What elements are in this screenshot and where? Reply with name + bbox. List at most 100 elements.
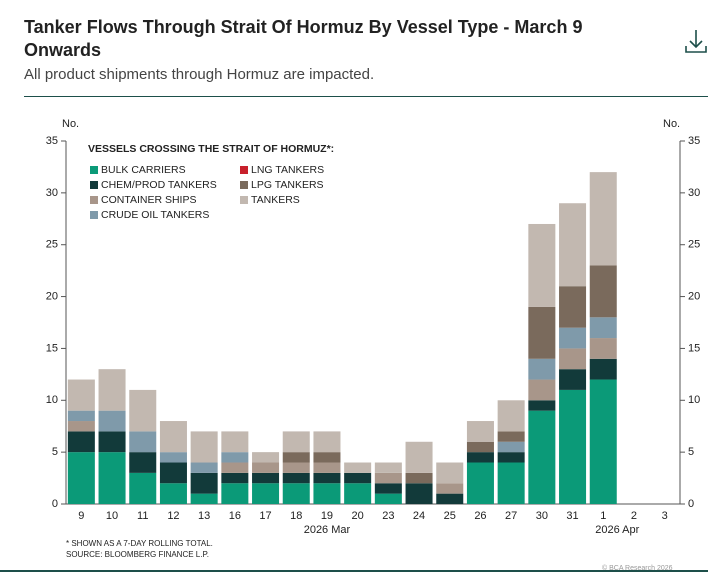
x-tick-label: 16 bbox=[229, 510, 241, 522]
x-tick-label: 1 bbox=[600, 510, 606, 522]
legend-swatch bbox=[240, 181, 248, 189]
bar-segment bbox=[528, 223, 556, 307]
legend-label: CHEM/PROD TANKERS bbox=[101, 179, 217, 191]
legend-swatch bbox=[90, 211, 98, 219]
x-tick-label: 19 bbox=[321, 510, 333, 522]
bar-segment bbox=[497, 400, 525, 432]
source: SOURCE: BLOOMBERG FINANCE L.P. bbox=[66, 550, 209, 559]
bar-segment bbox=[67, 421, 95, 432]
bar-segment bbox=[374, 462, 402, 473]
bar-segment bbox=[129, 389, 157, 432]
bar-segment bbox=[344, 472, 372, 484]
bar-segment bbox=[98, 410, 126, 432]
bar-segment bbox=[497, 462, 525, 504]
y-tick-label: 25 bbox=[46, 239, 58, 251]
bar-segment bbox=[466, 452, 494, 463]
bar-segment bbox=[98, 431, 126, 453]
x-tick-label: 3 bbox=[662, 510, 668, 522]
legend-label: CONTAINER SHIPS bbox=[101, 194, 196, 206]
page-title: Tanker Flows Through Strait Of Hormuz By… bbox=[24, 17, 583, 60]
legend-swatch bbox=[240, 166, 248, 174]
legend-label: LPG TANKERS bbox=[251, 179, 324, 191]
x-tick-label: 11 bbox=[137, 510, 148, 522]
bar-segment bbox=[252, 472, 280, 484]
bar-segment bbox=[282, 462, 310, 473]
bar-segment bbox=[589, 265, 617, 318]
bar-segment bbox=[528, 400, 556, 411]
legend-label: CRUDE OIL TANKERS bbox=[101, 209, 209, 221]
bar-segment bbox=[190, 462, 218, 473]
x-tick-label: 31 bbox=[566, 510, 578, 522]
bar-segment bbox=[436, 493, 464, 504]
y-tick-label: 30 bbox=[46, 187, 58, 199]
bar-segment bbox=[129, 472, 157, 504]
separator bbox=[24, 96, 708, 97]
bar-segment bbox=[559, 348, 587, 370]
bar-segment bbox=[252, 483, 280, 504]
bar-segment bbox=[528, 358, 556, 380]
bar-segment bbox=[313, 452, 341, 463]
credit: © BCA Research 2026 bbox=[602, 564, 673, 572]
bar-segment bbox=[282, 483, 310, 504]
x-group-label: 2026 Mar bbox=[304, 524, 351, 536]
bar-segment bbox=[559, 286, 587, 328]
legend-label: TANKERS bbox=[251, 194, 300, 206]
bar-segment bbox=[589, 317, 617, 339]
bar-segment bbox=[221, 431, 249, 453]
bar-segment bbox=[374, 472, 402, 484]
legend-swatch bbox=[90, 181, 98, 189]
legend-label: LNG TANKERS bbox=[251, 164, 324, 176]
bar-segment bbox=[190, 431, 218, 463]
bar-segment bbox=[589, 358, 617, 380]
bar-segment bbox=[313, 483, 341, 504]
y-tick-label: 15 bbox=[46, 342, 58, 354]
y-tick-label: 0 bbox=[52, 498, 58, 510]
x-tick-label: 2 bbox=[631, 510, 637, 522]
bar-segment bbox=[374, 493, 402, 504]
bar-segment bbox=[466, 421, 494, 442]
y2-tick-label: 25 bbox=[688, 239, 700, 251]
x-tick-label: 23 bbox=[382, 510, 394, 522]
x-tick-label: 10 bbox=[106, 510, 118, 522]
bar-segment bbox=[559, 203, 587, 287]
bar-segment bbox=[497, 431, 525, 442]
x-tick-label: 26 bbox=[474, 510, 486, 522]
bar-segment bbox=[159, 452, 187, 463]
x-group-label: 2026 Apr bbox=[595, 524, 639, 536]
y2-tick-label: 5 bbox=[688, 446, 694, 458]
bar-segment bbox=[559, 327, 587, 349]
y-tick-label: 10 bbox=[46, 394, 58, 406]
x-tick-label: 24 bbox=[413, 510, 425, 522]
bar-segment bbox=[436, 462, 464, 484]
download-icon[interactable] bbox=[685, 30, 707, 53]
y-tick-label: 35 bbox=[46, 135, 58, 147]
page-subtitle: All product shipments through Hormuz are… bbox=[24, 66, 375, 83]
legend-swatch bbox=[90, 196, 98, 204]
bar-segment bbox=[405, 472, 433, 484]
bar-segment bbox=[129, 452, 157, 473]
bar-segment bbox=[374, 483, 402, 494]
legend-label: BULK CARRIERS bbox=[101, 164, 186, 176]
bar-segment bbox=[282, 431, 310, 453]
bar-segment bbox=[67, 452, 95, 504]
bar-segment bbox=[405, 441, 433, 473]
bar-segment bbox=[67, 410, 95, 422]
bar-segment bbox=[528, 306, 556, 359]
bar-segment bbox=[466, 462, 494, 504]
bar-segment bbox=[313, 431, 341, 453]
x-tick-label: 25 bbox=[444, 510, 456, 522]
footnote: * SHOWN AS A 7-DAY ROLLING TOTAL. bbox=[66, 539, 213, 548]
bar-segment bbox=[497, 441, 525, 453]
x-tick-label: 13 bbox=[198, 510, 210, 522]
y2-tick-label: 20 bbox=[688, 290, 700, 302]
y2-tick-label: 0 bbox=[688, 498, 694, 510]
y2-tick-label: 30 bbox=[688, 187, 700, 199]
bar-segment bbox=[159, 462, 187, 484]
y-label: No. bbox=[62, 118, 79, 130]
x-tick-label: 18 bbox=[290, 510, 302, 522]
x-tick-label: 20 bbox=[352, 510, 364, 522]
x-tick-label: 30 bbox=[536, 510, 548, 522]
bar-segment bbox=[313, 472, 341, 484]
bar-segment bbox=[559, 369, 587, 390]
